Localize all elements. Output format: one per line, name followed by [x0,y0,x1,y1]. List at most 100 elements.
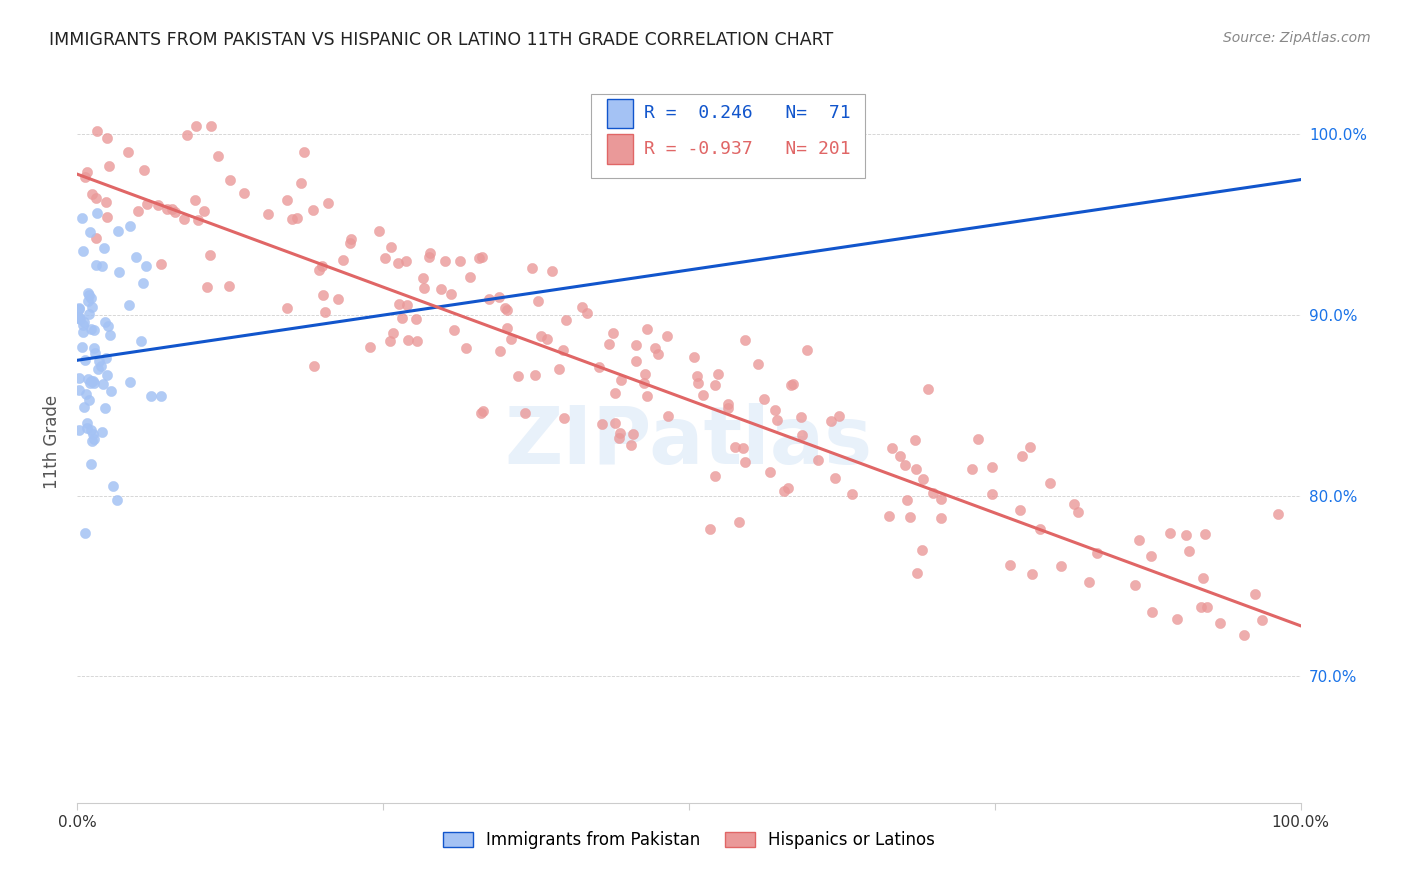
Point [478,293,501,307]
Point [1189,599,1212,614]
Point [173,211,195,226]
Point [692,388,714,402]
Point [83,376,105,390]
Point [536,332,558,346]
Point [139,389,162,403]
Point [1191,571,1213,585]
Point [287,211,309,225]
Point [98,327,121,342]
Point [904,434,927,448]
Point [73,526,96,541]
Point [647,347,669,361]
Point [931,510,953,524]
Point [316,196,339,211]
Point [120,219,142,233]
Point [967,432,990,446]
Point [470,406,492,420]
Point [555,313,578,327]
Point [717,397,740,411]
Point [468,252,491,266]
Point [91,376,114,391]
Point [472,404,495,418]
Point [443,323,465,337]
Point [1028,522,1050,536]
Point [75,170,97,185]
Point [84,258,107,272]
Point [72,244,94,258]
Text: R =  0.246   N=  71: R = 0.246 N= 71 [644,104,851,122]
Point [704,468,727,483]
Point [125,250,148,264]
Point [980,460,1002,475]
Point [388,297,411,311]
Point [82,427,104,442]
Point [380,334,402,348]
Text: ZIPatlas: ZIPatlas [505,402,873,481]
Point [686,376,709,390]
Point [67,301,90,315]
Point [332,252,354,267]
Point [523,368,546,382]
Point [89,354,111,368]
Point [576,306,599,320]
Point [302,359,325,374]
Point [506,369,529,384]
Point [198,248,221,262]
Point [553,343,575,357]
Point [79,322,101,336]
Point [374,252,396,266]
Point [118,298,141,312]
Point [488,290,510,304]
Point [80,458,103,472]
Point [610,373,633,387]
Point [67,423,90,437]
Point [76,421,98,435]
Point [77,307,100,321]
Point [301,203,323,218]
Point [382,326,405,340]
Point [94,351,117,365]
Point [79,392,101,407]
Point [893,458,915,473]
Point [80,300,103,314]
Point [75,387,97,401]
Point [395,298,418,312]
Point [496,303,519,318]
Point [430,282,453,296]
Point [308,262,330,277]
Point [101,479,124,493]
Point [96,210,118,224]
Point [1063,497,1085,511]
Point [96,368,118,383]
Point [471,250,494,264]
Point [626,337,648,351]
Point [1008,502,1031,516]
Point [129,334,152,349]
Point [489,343,512,358]
Point [1159,525,1181,540]
Point [905,566,928,580]
Point [929,491,952,506]
Point [704,377,727,392]
Point [406,334,429,349]
Point [90,359,112,373]
Point [1077,574,1099,589]
Point [76,285,98,300]
Point [94,194,117,209]
Point [1011,449,1033,463]
Point [1175,528,1198,542]
Point [603,386,626,401]
Point [1194,527,1216,541]
Point [657,409,679,423]
Point [79,292,101,306]
Point [67,383,90,397]
Point [91,425,114,440]
Point [636,322,658,336]
Point [962,462,984,476]
Point [911,543,934,558]
Point [311,259,333,273]
Point [150,257,173,271]
Point [828,409,851,423]
Point [1251,613,1274,627]
Point [780,378,803,392]
